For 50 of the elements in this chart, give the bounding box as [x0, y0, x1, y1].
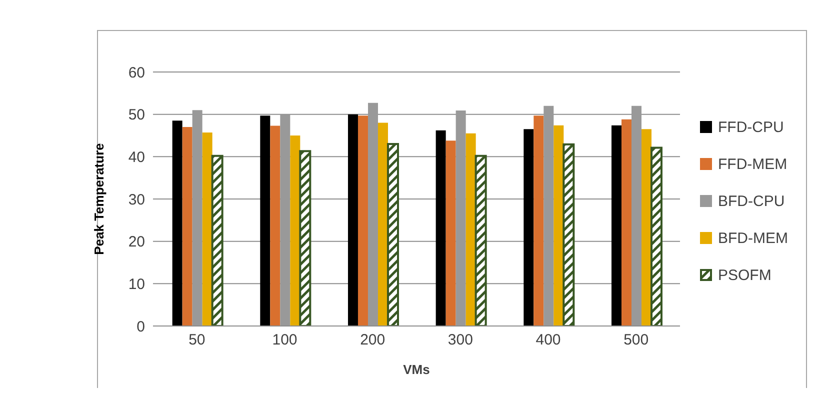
bar: [368, 102, 378, 326]
legend-label: PSOFM: [718, 266, 772, 284]
bar: [524, 129, 534, 326]
bar: [474, 154, 487, 326]
bar: [466, 133, 476, 326]
y-tick-label: 0: [136, 318, 145, 336]
bar: [192, 110, 202, 326]
bar: [299, 150, 312, 326]
bar: [650, 146, 662, 326]
x-axis-title: VMs: [403, 362, 430, 377]
x-tick-label: 300: [448, 332, 473, 349]
bar: [260, 116, 270, 326]
bar: [172, 120, 182, 326]
bar: [562, 143, 575, 326]
legend-label: FFD-CPU: [718, 118, 784, 136]
bar: [280, 114, 290, 326]
bar: [611, 125, 622, 326]
bar: [631, 106, 642, 326]
y-tick-label: 10: [128, 276, 145, 293]
bar: [348, 114, 358, 326]
bar: [534, 116, 544, 326]
bar: [456, 110, 466, 326]
bar: [358, 116, 368, 326]
legend-label: FFD-MEM: [718, 156, 788, 172]
y-tick-label: 40: [128, 148, 145, 166]
bar: [386, 142, 399, 326]
bar: [621, 119, 632, 326]
bar: [202, 132, 212, 326]
x-tick-label: 50: [188, 332, 206, 349]
legend-label: BFD-MEM: [718, 230, 788, 246]
y-tick-label: 50: [128, 106, 145, 124]
bar: [544, 106, 554, 326]
bar: [554, 125, 564, 326]
bar: [378, 122, 388, 326]
x-tick-label: 400: [536, 332, 561, 349]
bar: [211, 154, 224, 326]
bar: [290, 136, 300, 326]
bar: [436, 130, 446, 326]
x-tick-label: 200: [360, 332, 386, 349]
legend-label: BFD-CPU: [718, 192, 785, 210]
bar: [270, 126, 280, 326]
x-tick-label: 500: [624, 332, 649, 349]
y-tick-label: 30: [128, 191, 145, 208]
bar: [182, 127, 192, 326]
bar: [641, 129, 652, 326]
bar: [446, 140, 456, 326]
y-tick-label: 60: [128, 64, 145, 82]
y-tick-label: 20: [128, 234, 145, 251]
y-axis-title: Peak Temperature: [92, 143, 107, 255]
x-tick-label: 100: [272, 332, 298, 349]
